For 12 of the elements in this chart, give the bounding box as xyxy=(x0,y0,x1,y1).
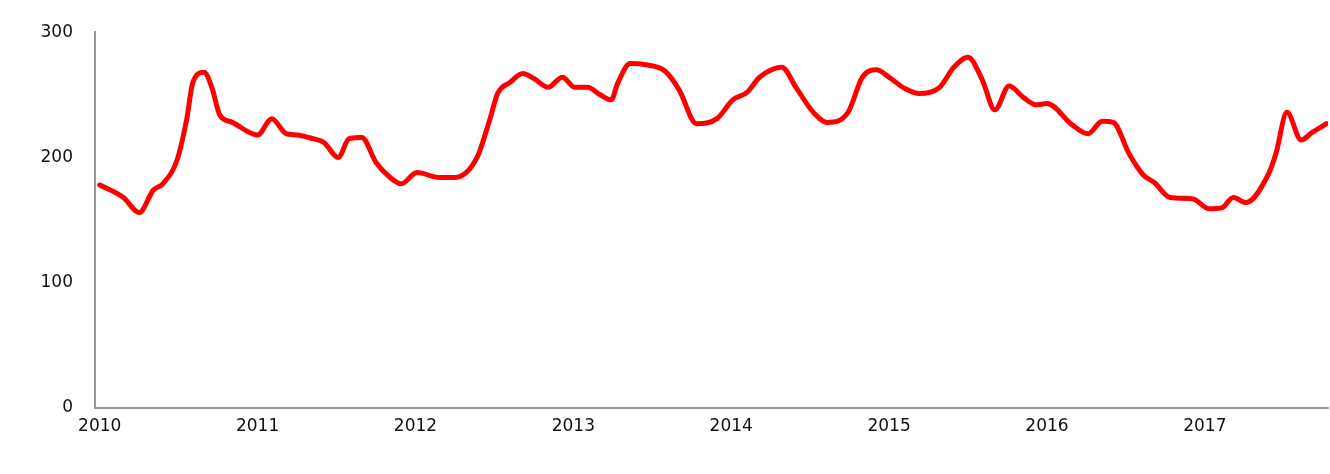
y-tick-label: 300 xyxy=(40,20,73,41)
x-tick-label: 2010 xyxy=(78,414,122,435)
x-tick-label: 2017 xyxy=(1183,414,1227,435)
y-tick-label: 100 xyxy=(40,271,73,292)
x-tick-label: 2014 xyxy=(709,414,753,435)
y-tick-label: 0 xyxy=(62,396,73,417)
x-tick-label: 2013 xyxy=(551,414,595,435)
x-tick-label: 2016 xyxy=(1025,414,1069,435)
x-tick-label: 2012 xyxy=(393,414,438,435)
y-tick-label: 200 xyxy=(40,145,73,166)
x-tick-label: 2015 xyxy=(867,414,911,435)
x-tick-label: 2011 xyxy=(235,414,280,435)
